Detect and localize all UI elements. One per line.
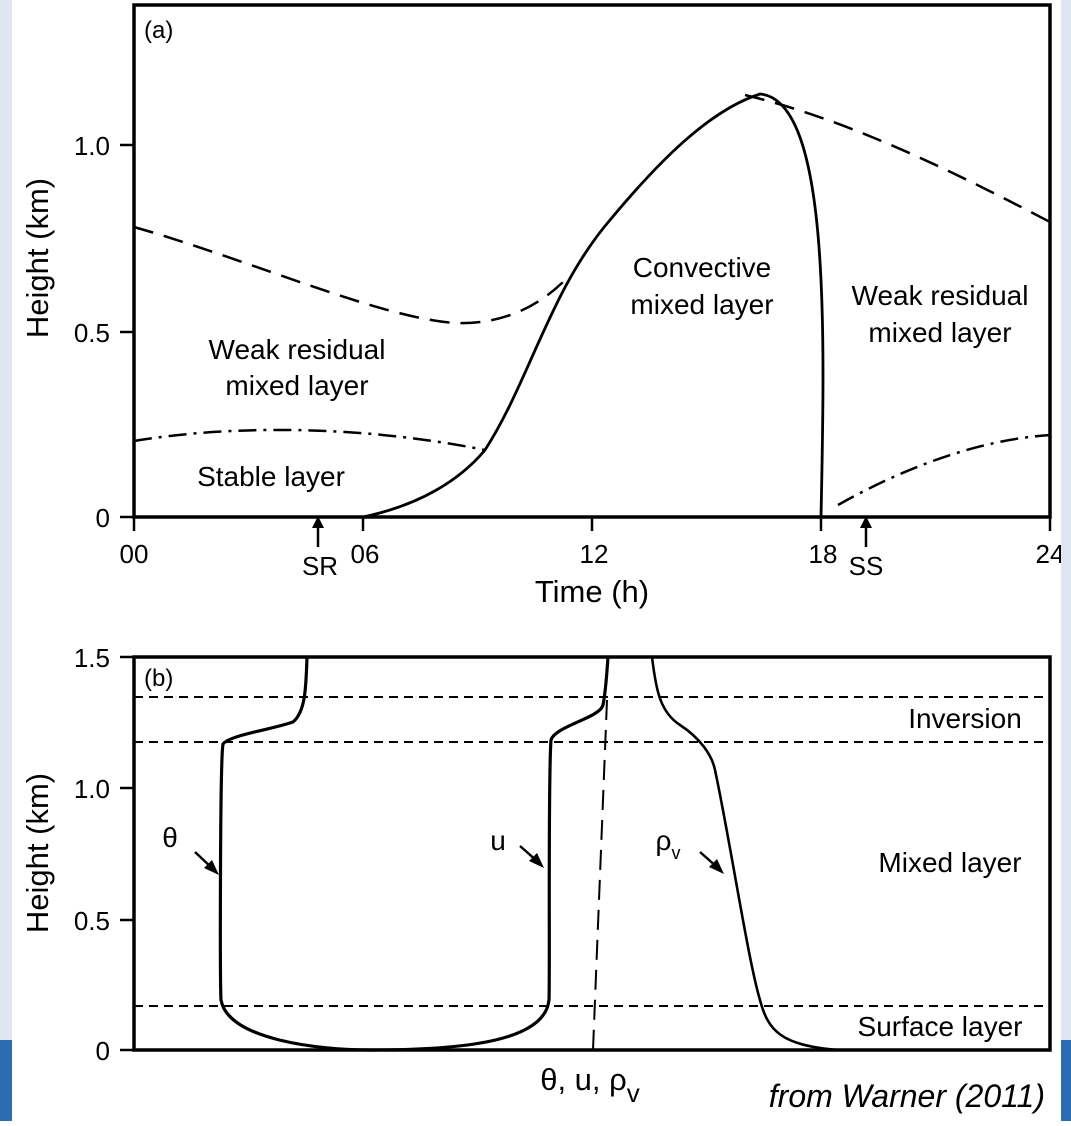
region-residual-left-line1: Weak residual [209, 334, 386, 365]
rho-v-profile-curve [650, 656, 841, 1052]
panel-b-ytick-0: 0 [96, 1036, 110, 1066]
panel-b-ytick-10: 1.0 [74, 774, 110, 804]
region-convective-line2: mixed layer [630, 289, 773, 320]
panel-a: (a) 0 0.5 1.0 Height (km) 00 06 12 1 [20, 3, 1065, 609]
panel-b-xlabel: θ, u, ρv [540, 1062, 640, 1108]
panel-a-xtick-24: 24 [1036, 539, 1065, 569]
panel-a-ylabel: Height (km) [20, 178, 55, 338]
panel-a-xtick-12: 12 [580, 539, 609, 569]
panel-a-xtick-06: 06 [351, 539, 380, 569]
theta-arrow-icon [194, 851, 219, 875]
rho-v-label: ρv [656, 825, 681, 863]
panel-b-ytick-15: 1.5 [74, 643, 110, 673]
theta-u-profile-curve [218, 656, 610, 1052]
panel-a-ytick-0: 0 [96, 503, 110, 533]
theta-label: θ [162, 822, 178, 853]
panel-a-frame [132, 3, 1052, 519]
residual-layer-top-evening-curve [744, 93, 1051, 224]
layer-label-surface: Surface layer [858, 1011, 1023, 1042]
layer-label-mixed: Mixed layer [878, 847, 1021, 878]
panel-a-xtick-00: 00 [120, 539, 149, 569]
region-residual-right-line1: Weak residual [852, 280, 1029, 311]
rho-v-arrow-icon [699, 851, 724, 874]
u-arrow-icon [519, 845, 544, 868]
sunset-arrow-icon [860, 516, 872, 547]
panel-a-xlabel: Time (h) [535, 574, 649, 609]
sunrise-arrow-icon [312, 516, 324, 547]
slide-border-left [0, 0, 12, 1121]
figure-credit: from Warner (2011) [769, 1078, 1045, 1114]
stable-layer-top-evening-curve [837, 433, 1051, 507]
panel-a-ytick-05: 0.5 [74, 318, 110, 348]
sunrise-label: SR [302, 551, 338, 581]
slide-border-right [1061, 0, 1071, 1121]
region-residual-right-line2: mixed layer [868, 317, 1011, 348]
panel-a-x-ticks [132, 517, 1052, 531]
u-label: u [490, 825, 506, 856]
panel-b-ylabel: Height (km) [20, 773, 55, 933]
convective-mixed-layer-curve [362, 92, 825, 519]
panel-b-tag: (b) [144, 665, 173, 692]
layer-label-inversion: Inversion [908, 703, 1022, 734]
panel-a-tag: (a) [144, 17, 173, 44]
panel-a-xtick-18: 18 [809, 539, 838, 569]
residual-layer-top-night-curve [133, 225, 566, 325]
sunset-label: SS [849, 551, 884, 581]
region-residual-left-line2: mixed layer [225, 370, 368, 401]
layer-boundaries [134, 696, 1050, 1007]
slide-accent-bottom-left [0, 1040, 12, 1121]
panel-b: (b) 1.5 1.0 0.5 0 Height (km) Inversion [20, 643, 1052, 1108]
stable-layer-top-night-curve [133, 428, 486, 452]
region-stable-layer: Stable layer [197, 461, 345, 492]
panel-b-ytick-05: 0.5 [74, 906, 110, 936]
panel-b-frame [132, 655, 1052, 1052]
slide-accent-bottom-right [1061, 1040, 1071, 1121]
panel-a-ytick-10: 1.0 [74, 131, 110, 161]
panel-a-y-ticks [120, 143, 134, 519]
region-convective-line1: Convective [633, 252, 772, 283]
panel-b-y-ticks [120, 655, 134, 1052]
